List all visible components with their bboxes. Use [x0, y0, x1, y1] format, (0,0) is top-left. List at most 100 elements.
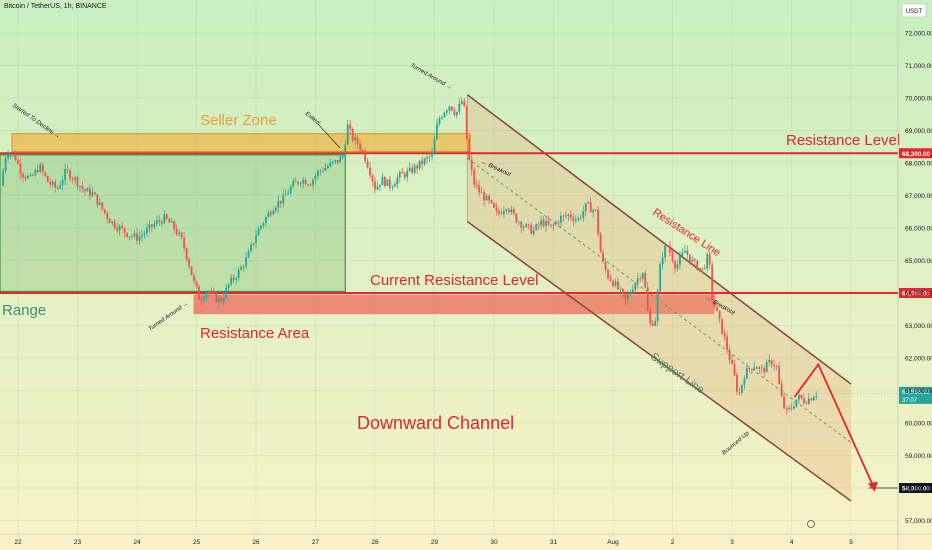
candle-body [183, 237, 186, 249]
candle-body [413, 165, 416, 173]
candle-body [304, 179, 307, 185]
candle-body [121, 225, 124, 228]
candle-body [155, 220, 158, 224]
candle-body [46, 175, 49, 183]
y-tick-label: 61,000.00 [905, 388, 932, 395]
candle-body [299, 183, 302, 185]
candle-body [649, 310, 652, 324]
y-tick-label: 63,000.00 [905, 323, 932, 330]
candle-body [785, 407, 788, 410]
candle-body [113, 221, 116, 228]
candle-body [624, 293, 627, 300]
candle-body [713, 299, 716, 307]
candle-body [656, 291, 659, 322]
candle-body [41, 164, 44, 172]
candle-body [807, 398, 810, 404]
candle-body [153, 223, 156, 227]
candle-body [721, 318, 723, 334]
candle-body [626, 294, 629, 300]
badge-level-low: 64,000.00 [902, 291, 931, 298]
candle-body [569, 214, 572, 218]
x-tick-label: 22 [14, 539, 22, 546]
candle-body [309, 184, 312, 186]
candle-body [88, 188, 91, 196]
candle-body [589, 202, 592, 213]
seller-zone-label: Seller Zone [200, 112, 277, 129]
candle-body [44, 171, 47, 176]
candle-body [322, 170, 324, 172]
candle-body [126, 232, 128, 237]
candle-body [81, 186, 84, 190]
projection-line [793, 362, 876, 490]
candle-body [203, 296, 205, 301]
candle-body [470, 159, 473, 171]
candle-body [190, 266, 193, 276]
candle-body [4, 158, 7, 171]
candle-body [550, 224, 552, 226]
candle-body [76, 177, 79, 187]
candle-body [438, 118, 441, 125]
candle-body [758, 367, 761, 369]
candle-body [463, 101, 466, 106]
candle-body [240, 266, 243, 270]
candle-body [428, 156, 431, 158]
candle-body [326, 166, 329, 168]
candle-body [567, 214, 570, 217]
y-tick-label: 64,000.00 [905, 291, 932, 298]
candle-body [36, 169, 39, 172]
candle-body [391, 186, 394, 188]
range-label: Range [2, 302, 46, 319]
candle-body [622, 288, 624, 294]
candle-body [267, 212, 270, 217]
candle-body [215, 293, 218, 303]
candle-body [515, 213, 518, 223]
candle-body [636, 278, 639, 284]
candle-body [582, 211, 585, 218]
candle-body [753, 367, 756, 370]
candle-body [200, 299, 203, 301]
badge-last-bg [899, 386, 932, 404]
candle-body [408, 167, 411, 171]
candle-body [441, 117, 443, 119]
candle-body [815, 396, 818, 398]
candle-body [379, 184, 381, 187]
candle-body [175, 228, 178, 235]
candle-body [205, 291, 208, 297]
candle-body [577, 218, 580, 220]
candle-body [170, 221, 173, 223]
candle-body [453, 110, 456, 116]
candle-body [225, 287, 228, 299]
candle-body [483, 192, 485, 201]
candle-body [602, 252, 604, 262]
candle-body [118, 225, 121, 231]
candle-body [17, 160, 19, 164]
y-tick-label: 62,000.00 [905, 356, 932, 363]
candle-body [517, 222, 520, 224]
candle-body [535, 224, 538, 231]
candle-body [706, 254, 709, 269]
candle-body [250, 244, 252, 252]
x-tick-label: 27 [312, 539, 320, 546]
channel-fill [467, 94, 851, 501]
y-tick-label: 72,000.00 [905, 31, 932, 38]
candle-body [733, 363, 736, 375]
candle-body [599, 233, 602, 253]
candle-body [69, 170, 71, 179]
candle-body [12, 154, 14, 156]
candle-body [279, 200, 282, 204]
candle-body [141, 234, 143, 237]
candle-body [681, 252, 684, 257]
candle-body [106, 212, 109, 219]
badge-target-bg [899, 483, 932, 493]
candle-body [679, 256, 681, 265]
candle-body [617, 281, 619, 290]
candle-body [27, 175, 29, 179]
candle-body [136, 233, 138, 241]
candle-body [398, 172, 401, 178]
candle-body [150, 224, 153, 227]
candle-body [54, 181, 57, 188]
candle-body [84, 189, 86, 192]
candle-body [217, 298, 220, 303]
